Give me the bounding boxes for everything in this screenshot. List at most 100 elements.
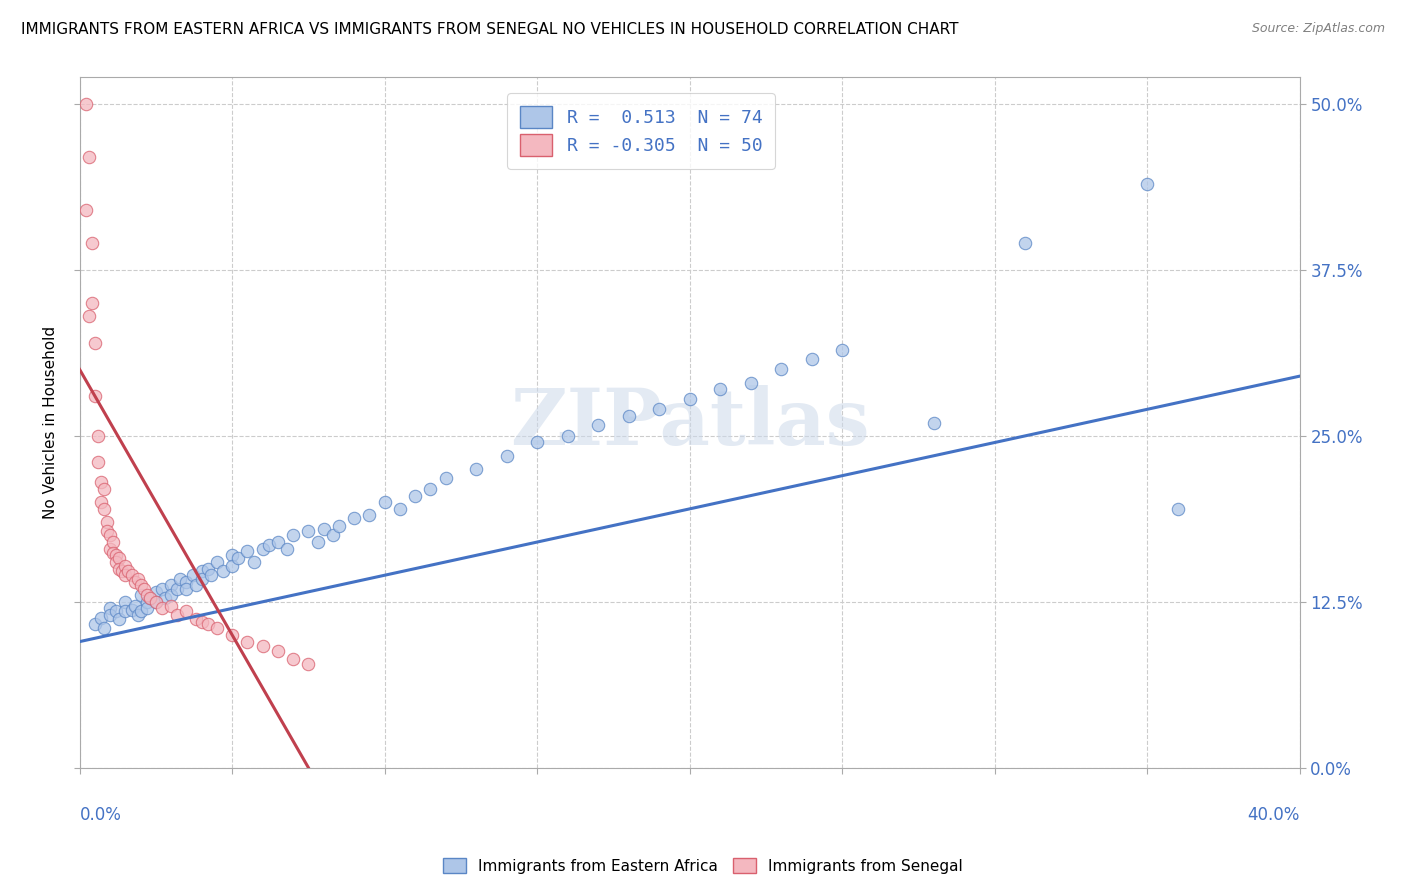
Point	[135, 595, 157, 609]
Point	[190, 564, 212, 578]
Point	[181, 568, 204, 582]
Point	[169, 572, 191, 586]
Point	[83, 617, 105, 632]
Point	[617, 409, 640, 423]
Point	[127, 572, 149, 586]
Point	[831, 343, 853, 357]
Point	[96, 515, 118, 529]
Point	[557, 429, 579, 443]
Point	[80, 236, 103, 251]
Point	[176, 582, 198, 596]
Point	[526, 435, 548, 450]
Text: ZIPatlas: ZIPatlas	[510, 384, 869, 460]
Point	[205, 555, 228, 569]
Point	[132, 582, 155, 596]
Point	[127, 608, 149, 623]
Point	[114, 595, 136, 609]
Point	[121, 603, 143, 617]
Point	[166, 608, 188, 623]
Point	[93, 501, 115, 516]
Point	[129, 577, 152, 591]
Point	[465, 462, 488, 476]
Point	[252, 541, 274, 556]
Point	[328, 519, 350, 533]
Point	[124, 599, 146, 613]
Point	[388, 501, 411, 516]
Point	[359, 508, 381, 523]
Point	[297, 657, 319, 672]
Point	[90, 610, 112, 624]
Point	[800, 351, 823, 366]
Text: Source: ZipAtlas.com: Source: ZipAtlas.com	[1251, 22, 1385, 36]
Point	[121, 568, 143, 582]
Point	[98, 601, 121, 615]
Point	[1014, 236, 1036, 251]
Point	[297, 524, 319, 539]
Point	[129, 604, 152, 618]
Point	[108, 561, 131, 575]
Point	[105, 604, 128, 618]
Point	[312, 522, 335, 536]
Point	[495, 449, 517, 463]
Point	[176, 604, 198, 618]
Point	[135, 601, 157, 615]
Point	[184, 612, 207, 626]
Point	[114, 568, 136, 582]
Point	[145, 595, 167, 609]
Point	[150, 601, 173, 615]
Point	[80, 296, 103, 310]
Point	[103, 546, 125, 560]
Point	[434, 471, 457, 485]
Point	[105, 555, 128, 569]
Text: 40.0%: 40.0%	[1247, 805, 1299, 823]
Point	[93, 482, 115, 496]
Point	[283, 528, 305, 542]
Point	[114, 558, 136, 573]
Point	[276, 541, 298, 556]
Point	[709, 383, 731, 397]
Text: IMMIGRANTS FROM EASTERN AFRICA VS IMMIGRANTS FROM SENEGAL NO VEHICLES IN HOUSEHO: IMMIGRANTS FROM EASTERN AFRICA VS IMMIGR…	[21, 22, 959, 37]
Point	[117, 564, 139, 578]
Point	[93, 621, 115, 635]
Point	[374, 495, 396, 509]
Legend: Immigrants from Eastern Africa, Immigrants from Senegal: Immigrants from Eastern Africa, Immigran…	[437, 852, 969, 880]
Point	[83, 389, 105, 403]
Point	[150, 582, 173, 596]
Point	[197, 617, 219, 632]
Point	[404, 489, 426, 503]
Point	[176, 574, 198, 589]
Point	[166, 582, 188, 596]
Point	[75, 97, 97, 112]
Point	[1167, 501, 1189, 516]
Point	[139, 591, 162, 605]
Point	[87, 455, 110, 469]
Point	[77, 150, 100, 164]
Point	[87, 429, 110, 443]
Point	[153, 591, 176, 605]
Point	[322, 528, 344, 542]
Point	[98, 541, 121, 556]
Point	[190, 572, 212, 586]
Point	[98, 608, 121, 623]
Point	[98, 528, 121, 542]
Point	[212, 564, 235, 578]
Point	[90, 475, 112, 490]
Point	[75, 203, 97, 218]
Point	[257, 538, 280, 552]
Point	[307, 535, 329, 549]
Point	[200, 568, 222, 582]
Point	[1136, 177, 1159, 191]
Point	[586, 418, 609, 433]
Point	[111, 564, 134, 578]
Point	[124, 574, 146, 589]
Text: 0.0%: 0.0%	[80, 805, 121, 823]
Point	[135, 588, 157, 602]
Point	[139, 591, 162, 605]
Y-axis label: No Vehicles in Household: No Vehicles in Household	[44, 326, 58, 519]
Point	[83, 335, 105, 350]
Point	[236, 634, 259, 648]
Point	[740, 376, 762, 390]
Point	[96, 524, 118, 539]
Point	[770, 362, 793, 376]
Point	[190, 615, 212, 629]
